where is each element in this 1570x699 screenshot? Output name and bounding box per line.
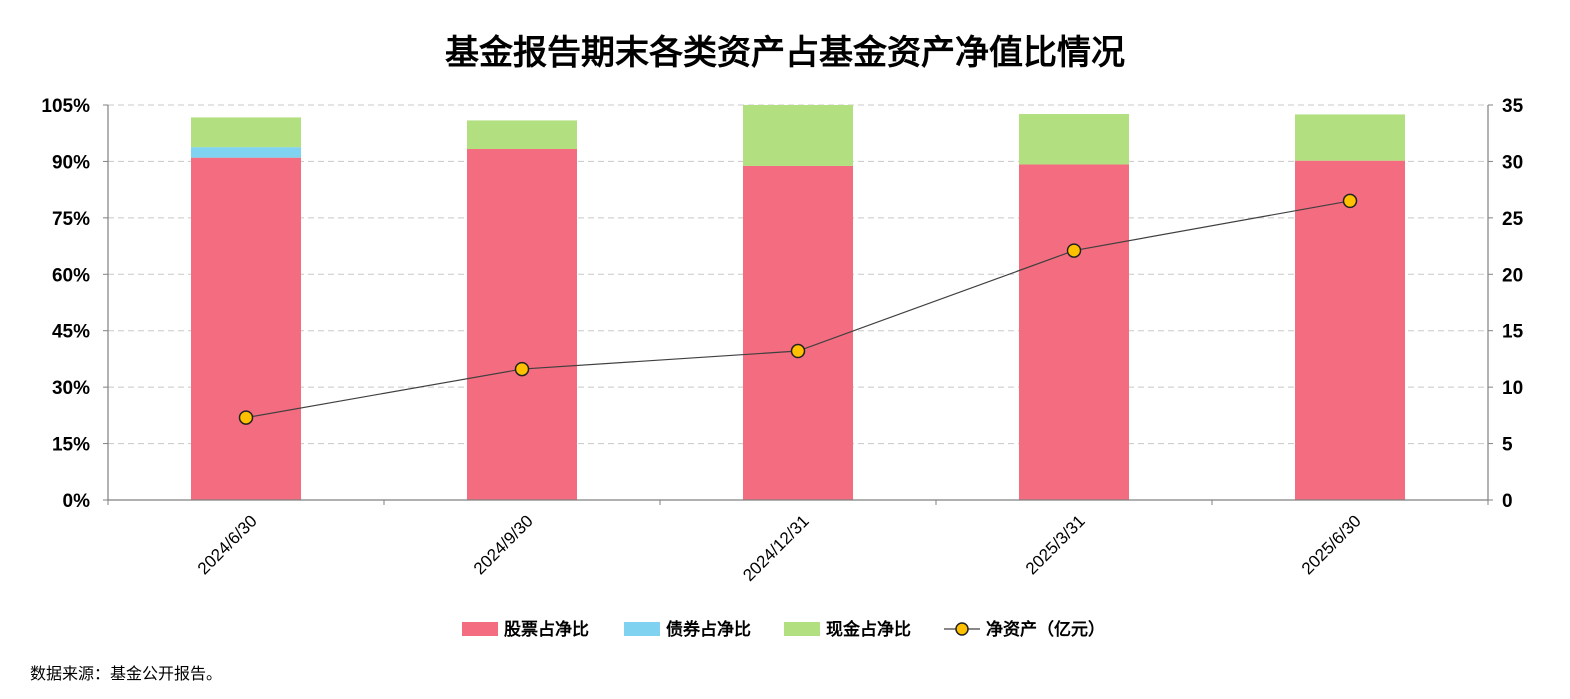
y-right-tick-label: 15 — [1502, 322, 1524, 343]
y-left-tick-label: 45% — [52, 322, 90, 343]
legend-label: 股票占净比 — [504, 619, 589, 640]
y-left-tick-label: 105% — [41, 96, 90, 117]
y-left-tick-label: 30% — [52, 378, 90, 399]
y-right-tick-label: 5 — [1502, 435, 1513, 456]
bar-segment — [1019, 164, 1129, 500]
bar-segment — [467, 149, 577, 500]
y-right-tick-label: 10 — [1502, 378, 1523, 399]
legend-label: 现金占净比 — [826, 619, 911, 640]
legend: 股票占净比 债券占净比 现金占净比 净资产（亿元） — [462, 619, 1105, 640]
bar-segment — [1295, 160, 1405, 500]
bar-segment — [1295, 114, 1405, 161]
bar-segment — [743, 165, 853, 500]
stacked-bars — [191, 105, 1405, 500]
y-right-tick-label: 25 — [1502, 209, 1524, 230]
y-left-tick-label: 75% — [52, 209, 90, 230]
y-right-tick-label: 20 — [1502, 265, 1523, 286]
net-asset-point — [238, 410, 254, 425]
net-asset-point — [1066, 243, 1082, 258]
x-tick-label: 2024/6/30 — [194, 511, 261, 578]
y-left-tick-label: 0% — [63, 491, 91, 512]
x-tick-label: 2025/6/30 — [1298, 511, 1365, 578]
y-right-tick-label: 30 — [1502, 152, 1523, 173]
net-asset-point — [790, 343, 806, 359]
bar-segment — [191, 117, 301, 148]
y-left-tick-label: 60% — [52, 265, 90, 286]
net-asset-point — [1342, 193, 1358, 209]
data-source-note: 数据来源：基金公开报告。 — [30, 664, 223, 683]
x-tick-label: 2024/9/30 — [470, 511, 537, 578]
net-asset-line — [238, 193, 1358, 425]
bar-segment — [467, 120, 577, 150]
legend-label: 净资产（亿元） — [986, 619, 1105, 640]
chart-title: 基金报告期末各类资产占基金资产净值比情况 — [445, 33, 1125, 73]
x-tick-label: 2025/3/31 — [1022, 511, 1089, 578]
y-left-tick-label: 90% — [52, 152, 90, 173]
legend-swatch — [624, 622, 660, 636]
legend-swatch — [462, 622, 498, 636]
y-left-tick-label: 15% — [52, 435, 90, 456]
bar-segment — [191, 147, 301, 158]
bar-segment — [1019, 114, 1129, 165]
net-asset-point — [514, 361, 530, 377]
legend-label: 债券占净比 — [666, 619, 751, 640]
bar-segment — [743, 105, 853, 166]
y-right-tick-label: 0 — [1502, 491, 1513, 512]
legend-swatch — [955, 622, 969, 636]
legend-swatch — [784, 622, 820, 636]
y-right-tick-label: 35 — [1502, 96, 1524, 117]
x-tick-label: 2024/12/31 — [739, 511, 813, 585]
bar-segment — [191, 157, 301, 500]
